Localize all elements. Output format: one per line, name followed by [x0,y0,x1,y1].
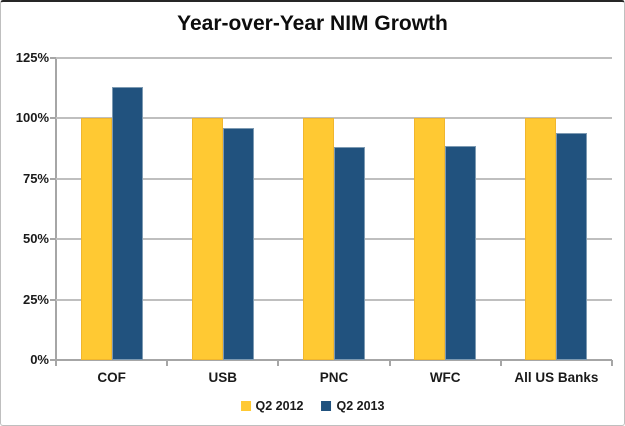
y-axis-label: 75% [22,170,49,186]
gridline-125 [56,57,612,59]
gridline-100 [56,117,612,120]
legend-swatch-icon [321,401,332,411]
x-axis-tick [611,360,613,366]
y-axis-tick [50,238,56,241]
bar-q2-2012-cof [80,118,112,360]
y-axis-tick [50,57,56,59]
y-axis-tick [50,359,56,361]
y-axis-tick [50,117,56,120]
x-axis-tick [166,360,169,366]
x-axis-tick [388,360,391,366]
y-axis-tick [50,177,56,180]
bar-q2-2013-usb [222,128,254,360]
y-axis-label: 100% [15,110,49,126]
y-axis-label: 125% [15,50,49,65]
chart-title: Year-over-Year NIM Growth [177,12,448,35]
legend-item-1: Q2 2013 [321,399,385,413]
legend-label: Q2 2012 [255,399,304,413]
y-axis-line [55,58,57,365]
y-axis-label: 0% [30,352,49,367]
chart-legend: Q2 2012 Q2 2013 [240,399,385,413]
x-axis-tick [277,360,280,366]
category-label-wfc: WFC [429,370,461,385]
x-axis-line [51,359,612,361]
legend-label: Q2 2013 [336,399,385,413]
bar-q2-2012-wfc [414,118,446,360]
bar-q2-2013-pnc [334,147,365,360]
bar-q2-2013-all-us-banks [556,132,588,360]
x-axis-tick [499,360,502,366]
category-label-usb: USB [208,370,238,385]
bar-q2-2012-pnc [303,118,334,360]
y-axis-tick [50,298,56,301]
bar-q2-2013-cof [111,86,143,360]
category-label-all-us-banks: All US Banks [514,370,599,385]
bar-q2-2012-usb [191,118,223,360]
x-axis-tick [55,360,57,366]
legend-item-0: Q2 2012 [240,399,304,413]
category-label-cof: COF [97,370,126,385]
category-label-pnc: PNC [319,370,349,385]
plot-area [56,57,612,360]
bar-q2-2012-all-us-banks [525,118,557,360]
y-axis-label: 50% [22,231,49,247]
bar-q2-2013-wfc [445,146,477,360]
y-axis-label: 25% [22,291,49,307]
legend-swatch-icon [240,401,251,411]
